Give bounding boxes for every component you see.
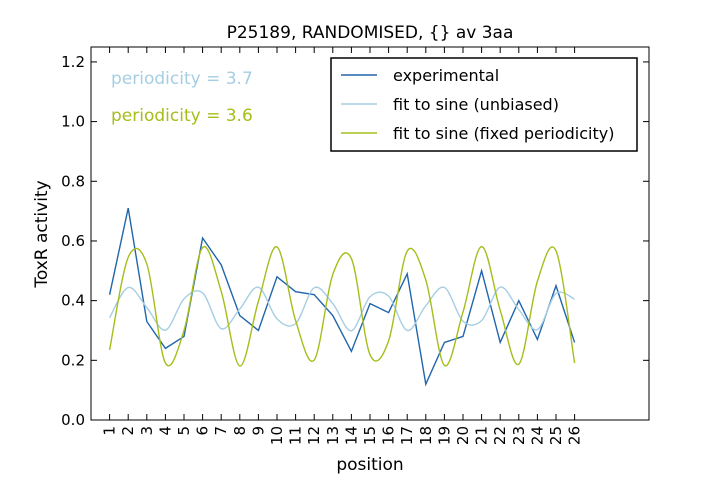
x-tick-label: 22 <box>491 426 509 445</box>
x-tick-label: 18 <box>417 426 435 445</box>
x-axis: 1 2 3 4 5 6 7 8 9 10 11 12 13 14 15 16 17 18 19 20 21 22 23 24 2… <box>101 47 584 445</box>
x-tick-label: 21 <box>473 426 491 445</box>
annotation-unbiased: periodicity = 3.7 <box>111 69 253 89</box>
x-tick-label: 12 <box>305 426 323 445</box>
x-tick-label: 17 <box>398 426 416 445</box>
x-tick-label: 23 <box>510 426 528 445</box>
x-tick-label: 26 <box>566 426 584 445</box>
legend-label: experimental <box>393 66 499 85</box>
x-tick-label: 3 <box>138 426 156 436</box>
y-axis: 0.0 0.2 0.4 0.6 0.8 1.0 1.2 <box>61 53 649 429</box>
y-tick-label: 0.2 <box>61 351 85 369</box>
x-tick-label: 7 <box>212 426 230 436</box>
x-tick-label: 1 <box>101 426 119 436</box>
series-line-fit-unbiased <box>108 286 575 332</box>
x-tick-label: 11 <box>287 426 305 445</box>
x-axis-label: position <box>336 455 403 475</box>
y-tick-label: 0.8 <box>61 172 85 190</box>
y-tick-label: 1.0 <box>61 113 85 131</box>
x-tick-label: 10 <box>268 426 286 445</box>
x-tick-label: 13 <box>324 426 342 445</box>
y-axis-label: ToxR activity <box>32 180 52 288</box>
y-tick-label: 0.4 <box>61 292 85 310</box>
x-tick-label: 19 <box>435 426 453 445</box>
x-tick-label: 25 <box>547 426 565 445</box>
annotation-fixed: periodicity = 3.6 <box>111 106 253 126</box>
series-group <box>108 207 576 387</box>
legend: experimental fit to sine (unbiased) fit to… <box>330 57 638 152</box>
y-tick-label: 0.0 <box>61 411 85 429</box>
x-tick-label: 20 <box>454 426 472 445</box>
x-tick-label: 8 <box>231 426 249 436</box>
chart-title: P25189, RANDOMISED, {} av 3aa <box>227 23 514 43</box>
x-tick-label: 15 <box>361 426 379 445</box>
y-tick-label: 1.2 <box>61 53 85 71</box>
x-tick-label: 4 <box>156 426 174 436</box>
x-tick-label: 9 <box>249 426 267 436</box>
x-tick-label: 6 <box>194 426 212 436</box>
x-tick-label: 16 <box>380 426 398 445</box>
legend-label: fit to sine (unbiased) <box>393 95 559 114</box>
y-tick-label: 0.6 <box>61 232 85 250</box>
legend-label: fit to sine (fixed periodicity) <box>393 124 614 143</box>
x-tick-label: 24 <box>528 426 546 445</box>
x-tick-label: 5 <box>175 426 193 436</box>
x-tick-label: 14 <box>342 426 360 445</box>
series-line-fit-fixed <box>108 245 576 367</box>
legend-box <box>330 57 638 152</box>
x-tick-label: 2 <box>119 426 137 436</box>
